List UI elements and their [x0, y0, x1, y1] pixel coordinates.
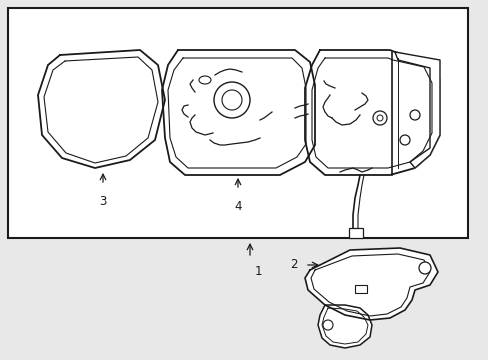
- Polygon shape: [317, 305, 371, 348]
- Polygon shape: [38, 50, 164, 168]
- Bar: [348, 228, 362, 238]
- Circle shape: [214, 82, 249, 118]
- Bar: [354, 285, 366, 293]
- Circle shape: [372, 111, 386, 125]
- Polygon shape: [305, 248, 437, 320]
- Circle shape: [376, 115, 382, 121]
- Circle shape: [409, 110, 419, 120]
- Bar: [8, 8, 467, 238]
- Polygon shape: [162, 50, 314, 175]
- Ellipse shape: [199, 76, 210, 84]
- Circle shape: [418, 262, 430, 274]
- Text: 4: 4: [234, 200, 241, 213]
- Circle shape: [399, 135, 409, 145]
- Text: 2: 2: [290, 258, 297, 271]
- Polygon shape: [305, 50, 439, 175]
- Text: 1: 1: [254, 265, 261, 278]
- Text: 3: 3: [99, 195, 106, 208]
- Circle shape: [222, 90, 242, 110]
- Circle shape: [323, 320, 332, 330]
- Polygon shape: [394, 52, 439, 168]
